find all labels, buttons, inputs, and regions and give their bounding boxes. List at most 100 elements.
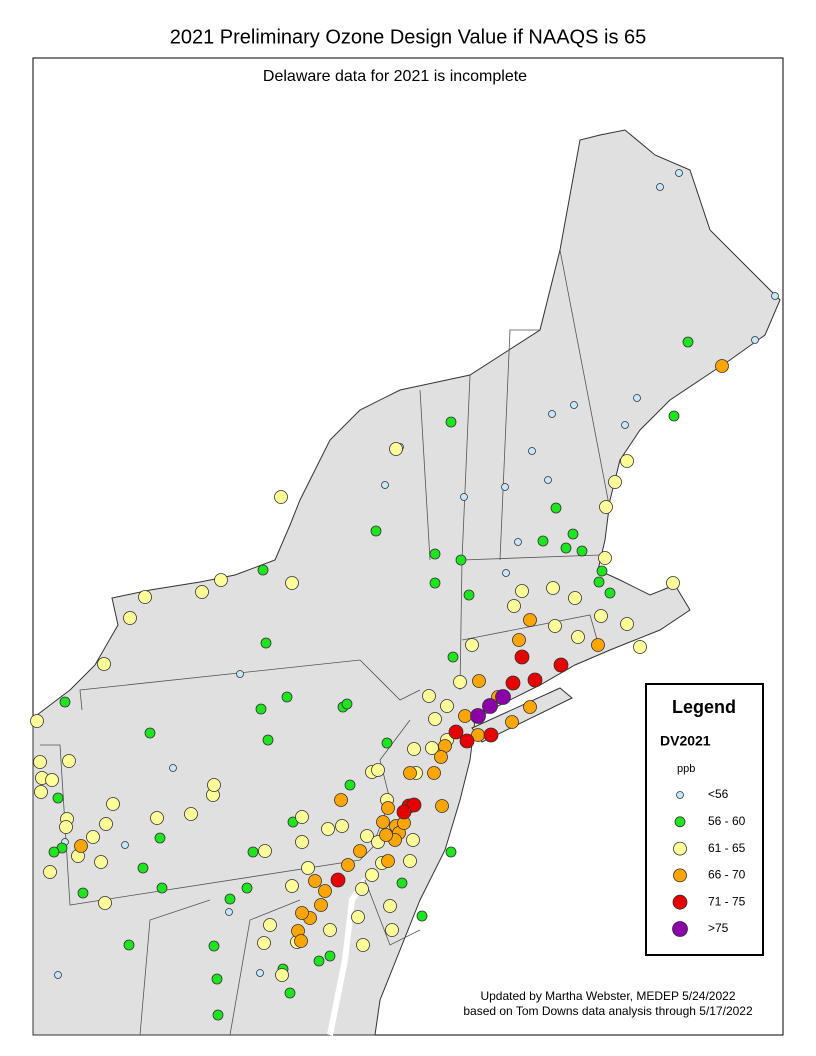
site	[214, 573, 228, 587]
site	[184, 807, 198, 821]
site	[427, 766, 441, 780]
site	[527, 672, 543, 688]
site	[495, 689, 511, 705]
map-title: 2021 Preliminary Ozone Design Value if N…	[170, 26, 647, 48]
site	[656, 183, 664, 191]
site	[568, 591, 582, 605]
site	[470, 708, 486, 724]
site	[257, 564, 269, 576]
border	[40, 744, 381, 906]
site	[195, 585, 209, 599]
site	[428, 712, 442, 726]
legend-swatch	[676, 791, 684, 799]
site	[123, 611, 137, 625]
site	[463, 589, 475, 601]
site	[351, 910, 365, 924]
site	[571, 630, 585, 644]
site	[407, 742, 421, 756]
site	[144, 727, 156, 739]
site	[256, 969, 264, 977]
site	[422, 689, 436, 703]
site	[344, 779, 356, 791]
site	[99, 817, 113, 831]
site	[458, 709, 472, 723]
site	[341, 698, 353, 710]
site	[608, 475, 622, 489]
site	[74, 839, 88, 853]
site	[360, 829, 374, 843]
site	[445, 416, 457, 428]
site	[751, 336, 759, 344]
site	[247, 846, 259, 858]
site	[169, 764, 177, 772]
site	[156, 882, 168, 894]
site	[370, 525, 382, 537]
site	[548, 619, 562, 633]
site	[241, 882, 253, 894]
site	[381, 481, 389, 489]
site	[416, 910, 428, 922]
site	[429, 577, 441, 589]
site	[593, 576, 605, 588]
site	[505, 715, 519, 729]
site	[301, 861, 315, 875]
site	[715, 359, 729, 373]
site	[771, 292, 779, 300]
site	[548, 410, 556, 418]
site	[355, 882, 369, 896]
border	[461, 554, 601, 561]
legend-box	[645, 683, 764, 956]
legend-swatch	[673, 868, 687, 883]
site	[330, 872, 346, 888]
border	[139, 899, 211, 1036]
map-subtitle: Delaware data for 2021 is incomplete	[263, 68, 527, 85]
site	[440, 699, 454, 713]
site	[528, 447, 536, 455]
site	[123, 939, 135, 951]
site	[459, 733, 475, 749]
site	[285, 879, 299, 893]
site	[514, 649, 530, 665]
site	[381, 737, 393, 749]
legend-label: 66 - 70	[708, 868, 746, 882]
credit-line: Updated by Martha Webster, MEDEP 5/24/20…	[480, 989, 735, 1003]
site	[666, 576, 680, 590]
site	[257, 936, 271, 950]
legend-units: ppb	[677, 763, 695, 775]
site	[544, 476, 552, 484]
site	[285, 576, 299, 590]
site	[314, 898, 328, 912]
site	[403, 766, 417, 780]
site	[318, 884, 332, 898]
site	[553, 657, 569, 673]
legend-title: Legend	[672, 697, 736, 717]
site	[507, 599, 521, 613]
site	[620, 454, 634, 468]
site	[321, 822, 335, 836]
site	[389, 442, 403, 456]
site	[263, 918, 277, 932]
legend-label: >75	[708, 921, 729, 935]
site	[275, 968, 289, 982]
site	[295, 906, 309, 920]
sites	[30, 169, 779, 1021]
site	[353, 844, 367, 858]
site	[515, 584, 529, 598]
site	[294, 934, 308, 948]
site	[447, 651, 459, 663]
site	[59, 820, 73, 834]
site	[483, 727, 499, 743]
site	[324, 950, 336, 962]
border	[229, 899, 301, 1036]
site	[429, 548, 441, 560]
site	[381, 801, 395, 815]
site	[295, 810, 309, 824]
site	[435, 799, 449, 813]
border	[499, 329, 540, 561]
site	[620, 617, 634, 631]
site	[596, 565, 608, 577]
site	[434, 750, 448, 764]
site	[154, 832, 166, 844]
site	[295, 835, 309, 849]
